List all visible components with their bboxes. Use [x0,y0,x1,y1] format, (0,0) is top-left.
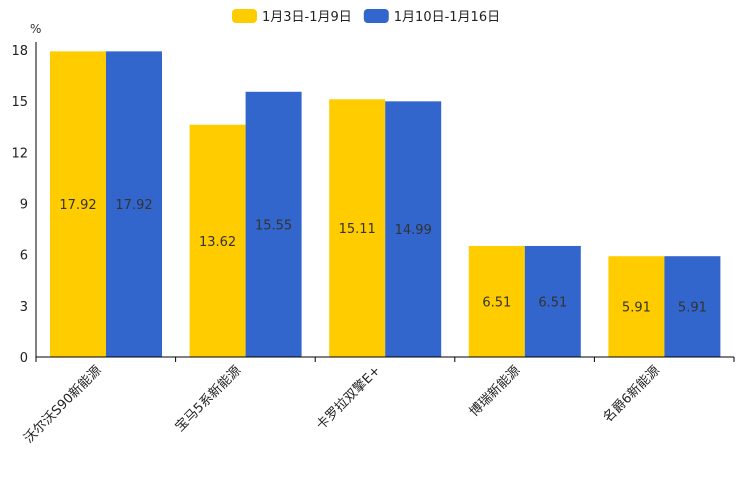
x-tick-label: 名爵6新能源 [600,363,663,426]
y-tick-label: 3 [20,300,28,315]
bar[interactable] [245,91,302,358]
x-tick-label: 博瑞新能源 [466,363,523,420]
y-tick-label: 12 [11,146,28,161]
y-tick-label: 18 [11,44,28,59]
bar[interactable] [106,51,162,358]
data-label: 15.55 [255,218,292,233]
x-axis: 沃尔沃S90新能源 宝马5系新能源 卡罗拉双擎E+ 博瑞新能源 名爵6新能源 [21,356,735,447]
data-label: 6.51 [482,295,511,310]
bar[interactable] [608,256,665,357]
bar[interactable] [385,101,442,357]
bar[interactable] [329,99,386,357]
bars: 17.92 17.92 13.62 15.55 15.11 14.99 6.51 6.51 5.… [50,51,721,358]
data-label: 5.91 [622,301,651,316]
x-tick-label: 宝马5系新能源 [172,363,244,435]
legend-label[interactable]: 1月3日-1月9日 [262,10,352,25]
legend-label[interactable]: 1月10日-1月16日 [394,10,500,25]
bar[interactable] [664,256,721,357]
bar[interactable] [468,245,525,357]
y-axis: 0 3 6 9 12 15 18 [11,42,37,366]
data-label: 6.51 [538,295,567,310]
legend: 1月3日-1月9日 1月10日-1月16日 [232,9,500,25]
data-label: 17.92 [115,198,152,213]
bar[interactable] [524,245,581,357]
y-tick-label: 6 [20,249,28,264]
data-label: 5.91 [678,301,707,316]
y-tick-label: 9 [20,198,28,213]
data-label: 15.11 [339,222,376,237]
legend-swatch [232,9,257,23]
data-label: 13.62 [199,235,236,250]
y-tick-label: 0 [20,351,28,366]
x-tick-label: 沃尔沃S90新能源 [21,363,105,447]
bar[interactable] [50,51,106,358]
data-label: 17.92 [59,198,96,213]
legend-swatch [363,9,389,23]
x-tick-label: 卡罗拉双擎E+ [314,363,384,433]
y-axis-unit-label: % [30,22,41,36]
y-tick-label: 15 [11,95,28,110]
bar[interactable] [189,124,246,357]
data-label: 14.99 [395,223,432,238]
